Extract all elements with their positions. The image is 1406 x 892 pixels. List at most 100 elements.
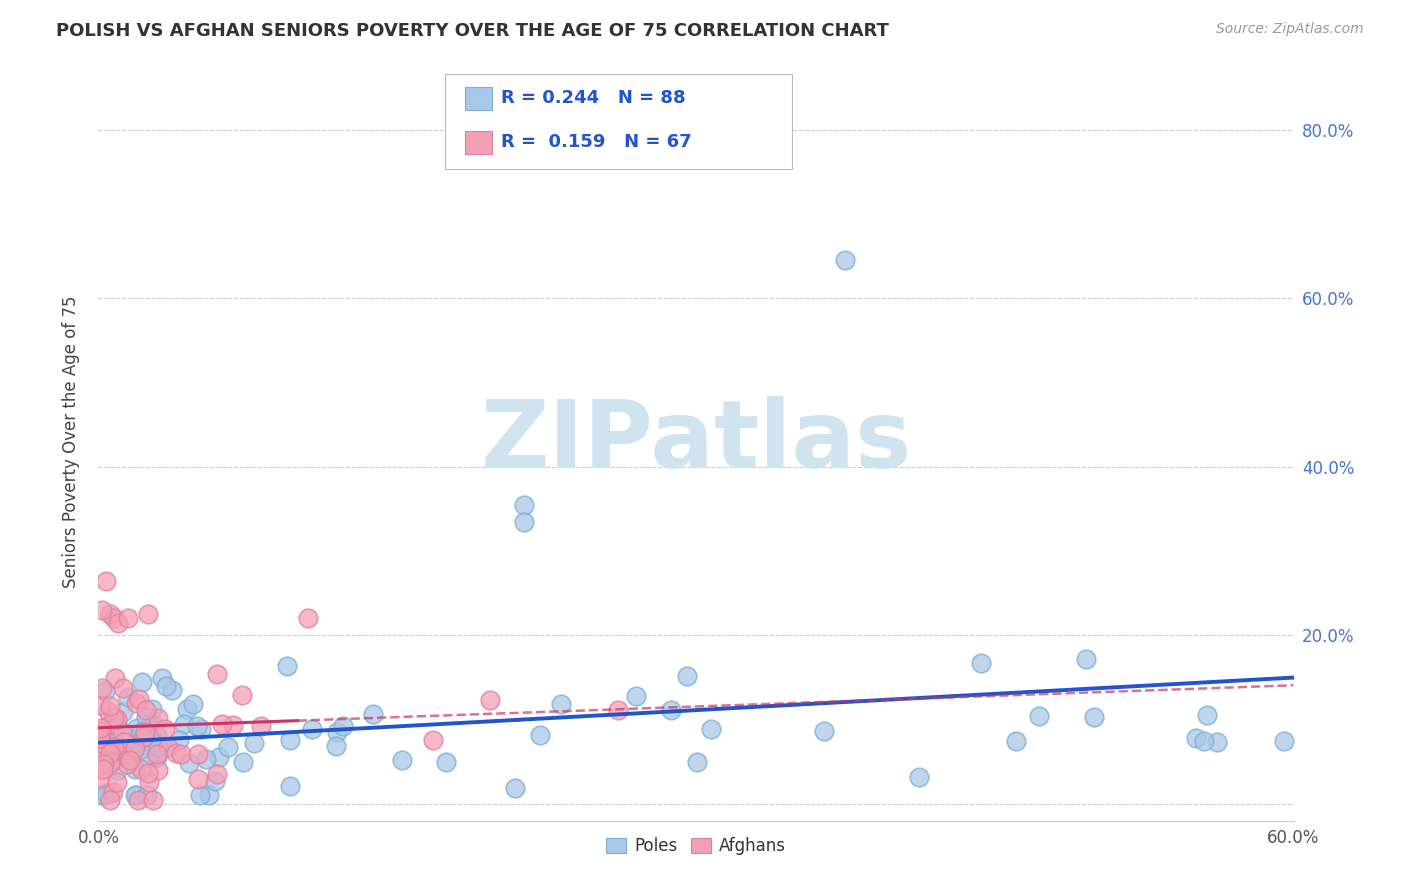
Point [132,730,155,744]
Point [1195,708,1218,723]
Point [205,667,228,681]
Point [93,747,115,762]
Point [139,720,162,734]
Point [970,656,993,670]
Point [97,704,120,718]
Point [278,733,301,747]
Point [107,615,129,630]
Point [834,253,856,268]
Point [222,718,245,732]
Point [183,697,205,711]
Point [513,515,536,529]
Point [129,742,152,756]
FancyBboxPatch shape [465,130,492,154]
Point [165,746,187,760]
Point [100,754,122,768]
Point [89,724,111,739]
Point [96,574,118,588]
Point [190,722,212,736]
Point [1192,733,1215,747]
Point [90,725,112,739]
Point [105,713,128,727]
Point [278,780,301,794]
Point [198,789,221,803]
Point [93,756,115,771]
Text: R =  0.159   N = 67: R = 0.159 N = 67 [501,133,692,151]
Point [156,740,179,755]
Point [297,611,319,625]
Point [361,707,384,722]
Point [101,785,124,799]
Point [217,739,239,754]
Point [105,763,128,777]
Point [479,692,502,706]
Point [94,786,117,800]
Point [98,756,121,770]
Point [142,717,165,731]
Point [125,721,148,735]
Point [98,739,121,754]
Point [117,611,139,625]
Point [160,682,183,697]
Point [391,753,413,767]
Point [624,689,647,703]
Y-axis label: Seniors Poverty Over the Age of 75: Seniors Poverty Over the Age of 75 [62,295,80,588]
Point [332,719,354,733]
Point [186,719,208,733]
Point [129,725,152,739]
Point [111,681,134,695]
Point [434,755,457,769]
Point [98,698,121,713]
Point [125,697,148,711]
Point [208,749,231,764]
Point [187,772,209,787]
Point [146,729,169,743]
Point [142,737,165,751]
Legend: Poles, Afghans: Poles, Afghans [599,830,793,862]
Point [149,737,172,751]
FancyBboxPatch shape [446,74,792,169]
Point [89,698,111,712]
Point [124,789,146,803]
Point [134,725,156,739]
FancyBboxPatch shape [465,87,492,111]
Point [422,733,444,747]
Point [550,698,572,712]
Text: Source: ZipAtlas.com: Source: ZipAtlas.com [1216,22,1364,37]
Point [136,765,159,780]
Point [98,786,121,800]
Point [98,718,121,732]
Point [173,717,195,731]
Point [685,755,707,769]
Point [124,763,146,777]
Point [138,751,160,765]
Point [103,711,125,725]
Point [700,723,723,737]
Point [114,746,136,760]
Point [326,725,349,739]
Point [135,702,157,716]
Point [105,744,128,758]
Point [90,721,112,735]
Point [170,747,193,761]
Point [112,705,135,719]
Point [114,735,136,749]
Point [136,607,159,622]
Point [91,789,114,803]
Point [176,701,198,715]
Point [98,746,121,760]
Point [107,775,129,789]
Point [93,789,115,803]
Point [112,749,135,764]
Point [301,722,323,736]
Point [195,752,218,766]
Point [103,611,125,625]
Point [107,721,129,735]
Point [503,781,526,796]
Point [135,733,157,747]
Point [146,711,169,725]
Point [89,771,111,785]
Point [138,775,160,789]
Point [103,730,125,744]
Point [103,739,125,754]
